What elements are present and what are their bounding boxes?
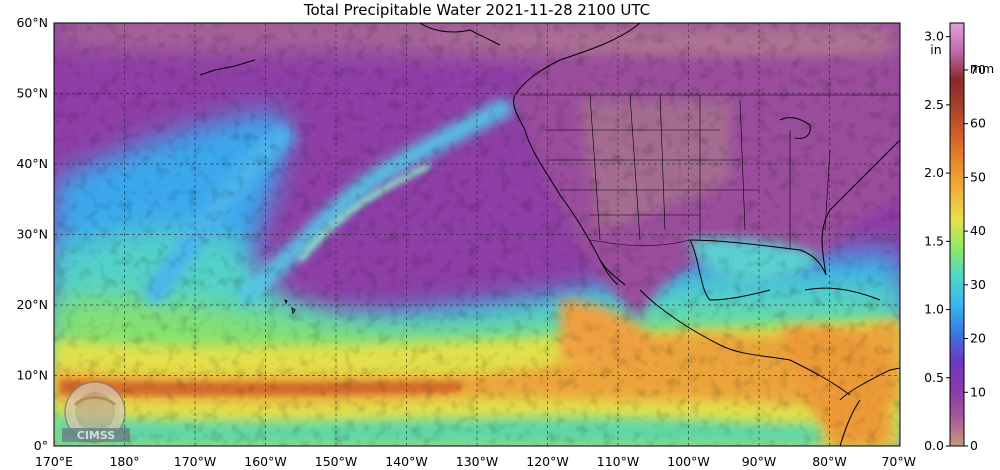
lon-label: 140°W xyxy=(385,454,427,469)
colorbar-inch-unit: in xyxy=(930,42,941,57)
lon-label: 170°E xyxy=(35,454,73,469)
coastlines xyxy=(199,23,900,446)
map-title: Total Precipitable Water 2021-11-28 2100… xyxy=(303,1,651,19)
mm-tick-label: 60 xyxy=(970,116,986,131)
graticule xyxy=(54,23,900,446)
lat-label: 60°N xyxy=(16,15,48,30)
colorbar-scale xyxy=(949,22,965,447)
colorbar-inch-ticks: 3.0 2.5 2.0 1.5 1.0 0.5 0.0 xyxy=(924,29,950,453)
inch-tick-label: 3.0 xyxy=(924,29,944,44)
inch-tick-label: 1.5 xyxy=(924,233,944,248)
lat-label: 50°N xyxy=(16,86,48,101)
lon-label: 70°W xyxy=(881,454,916,469)
mm-tick-label: 50 xyxy=(970,169,986,184)
lon-label: 170°W xyxy=(174,454,216,469)
lon-label: 160°W xyxy=(244,454,286,469)
inch-tick-label: 0.5 xyxy=(924,370,944,385)
political-borders xyxy=(520,94,900,250)
colorbar-mm-ticks: 70 60 50 40 30 20 10 0 xyxy=(964,62,986,453)
mm-tick-label: 40 xyxy=(970,223,986,238)
mm-tick-label: 0 xyxy=(970,438,978,453)
lon-label: 80°W xyxy=(812,454,847,469)
lon-label: 90°W xyxy=(742,454,777,469)
mm-tick-label: 30 xyxy=(970,277,986,292)
mm-tick-label: 70 xyxy=(970,62,986,77)
lon-label: 180° xyxy=(109,454,139,469)
lat-label: 10°N xyxy=(16,368,48,383)
lon-label: 150°W xyxy=(315,454,357,469)
mm-tick-label: 20 xyxy=(970,331,986,346)
inch-tick-label: 1.0 xyxy=(924,302,944,317)
map-frame xyxy=(53,22,901,447)
cimss-watermark-text: CIMSS xyxy=(77,429,116,442)
colorbar-mm-unit: mm xyxy=(970,61,994,76)
inch-tick-label: 2.0 xyxy=(924,165,944,180)
longitude-labels: 170°E 180° 170°W 160°W 150°W 140°W 130°W 120°W 1… xyxy=(35,454,916,469)
lon-label: 100°W xyxy=(667,454,709,469)
lat-label: 40°N xyxy=(16,156,48,171)
lat-label: 20°N xyxy=(16,297,48,312)
latitude-labels: 60°N 50°N 40°N 30°N 20°N 10°N 0° xyxy=(16,15,48,453)
inch-tick-label: 0.0 xyxy=(924,438,944,453)
cimss-logo: CIMSS xyxy=(62,381,130,443)
mm-tick-label: 10 xyxy=(970,384,986,399)
inch-tick-label: 2.5 xyxy=(924,97,944,112)
lat-label: 30°N xyxy=(16,227,48,242)
lon-label: 120°W xyxy=(526,454,568,469)
lon-label: 130°W xyxy=(456,454,498,469)
lat-label: 0° xyxy=(34,438,48,453)
lon-label: 110°W xyxy=(597,454,639,469)
